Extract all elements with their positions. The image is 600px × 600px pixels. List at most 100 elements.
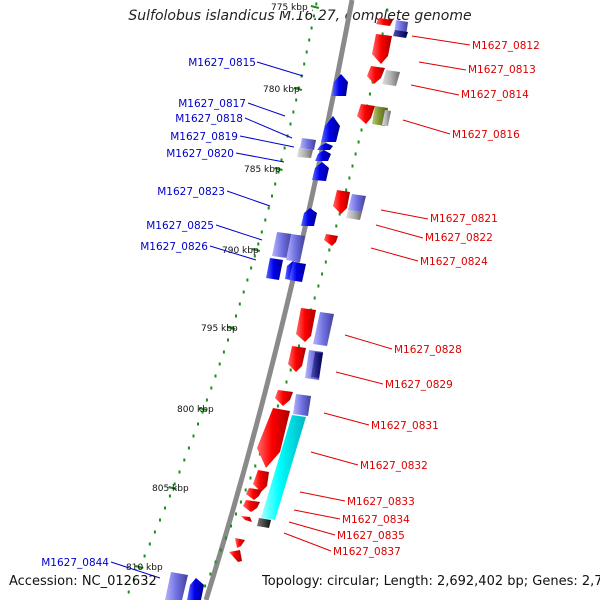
gene-arrow-0812-c[interactable] — [376, 18, 393, 26]
gene-arrow-0813-a[interactable] — [367, 66, 385, 84]
kbp-ticks — [135, 5, 320, 569]
gene-box-0826-c[interactable] — [289, 262, 306, 282]
gene-label-0823[interactable]: M1627_0823 — [157, 186, 225, 198]
gene-arrow-0834-b[interactable] — [243, 500, 260, 512]
gene-label-0822[interactable]: M1627_0822 — [425, 232, 493, 244]
tick-label-785: 785 kbp — [244, 165, 281, 175]
gene-arrow-0812-d[interactable] — [372, 34, 392, 64]
right-track-dot — [298, 344, 300, 348]
gene-arrow-0814-a[interactable] — [357, 104, 375, 124]
gene-arrow-0824[interactable] — [324, 234, 338, 246]
gene-label-0837[interactable]: M1627_0837 — [333, 546, 401, 558]
gene-box-0821-c[interactable] — [346, 210, 362, 220]
gene-box-0813-b[interactable] — [382, 70, 400, 86]
gene-box-0812-b[interactable] — [393, 30, 408, 38]
right-track-dot — [348, 176, 351, 180]
gene-label-0817[interactable]: M1627_0817 — [178, 98, 246, 110]
gene-arrow-0831-a[interactable] — [275, 390, 293, 406]
right-track-dot — [386, 8, 389, 12]
right-track-dot — [244, 488, 247, 492]
left-track-dot — [295, 98, 298, 102]
gene-label-0820[interactable]: M1627_0820 — [166, 148, 234, 160]
left-track-dot — [257, 242, 260, 246]
gene-arrow-0832[interactable] — [257, 408, 290, 468]
gene-label-0826[interactable]: M1627_0826 — [140, 241, 208, 253]
left-track-dot — [297, 86, 300, 90]
gene-label-0832[interactable]: M1627_0832 — [360, 460, 428, 472]
tick-label-810: 810 kbp — [126, 563, 163, 573]
gene-label-0829[interactable]: M1627_0829 — [385, 379, 453, 391]
left-track-dot — [280, 158, 283, 162]
gene-arrow-0829-a[interactable] — [288, 346, 306, 372]
gene-label-0834[interactable]: M1627_0834 — [342, 514, 410, 526]
gene-box-0816[interactable] — [382, 110, 391, 126]
gene-label-0828[interactable]: M1627_0828 — [394, 344, 462, 356]
left-track-dot — [264, 218, 267, 222]
gene-label-0819[interactable]: M1627_0819 — [170, 131, 238, 143]
right-track-dot — [321, 272, 324, 276]
gene-arrow-0835[interactable] — [241, 516, 252, 522]
gene-label-0835[interactable]: M1627_0835 — [337, 530, 405, 542]
left-track-dot — [305, 50, 308, 54]
right-track-dot — [368, 92, 371, 96]
tick-label-795: 795 kbp — [201, 324, 238, 334]
gene-label-0833[interactable]: M1627_0833 — [347, 496, 415, 508]
gene-arrow-0823[interactable] — [301, 208, 317, 226]
gene-label-0831[interactable]: M1627_0831 — [371, 420, 439, 432]
accession-text: Accession: NC_012632 — [9, 574, 157, 589]
gene-label-0844[interactable]: M1627_0844 — [41, 557, 109, 569]
gene-label-0818[interactable]: M1627_0818 — [175, 113, 243, 125]
forward-strand-features — [229, 18, 408, 562]
gene-box-0829-c[interactable] — [311, 352, 323, 378]
right-track-dot — [354, 152, 357, 156]
left-track-dot — [267, 206, 270, 210]
gene-label-0813[interactable]: M1627_0813 — [468, 64, 536, 76]
left-track-dot — [210, 386, 213, 390]
gene-box-0828-b[interactable] — [313, 312, 334, 346]
gene-label-0824[interactable]: M1627_0824 — [420, 256, 488, 268]
left-track-dot — [183, 458, 186, 462]
right-track-dot — [324, 260, 327, 264]
gene-arrow-0815[interactable] — [332, 74, 348, 96]
left-track-dot — [127, 590, 130, 594]
gene-arrow-0834-a[interactable] — [246, 488, 262, 500]
tick-label-775: 775 kbp — [271, 3, 308, 13]
gene-arrow-0833-a[interactable] — [253, 470, 269, 492]
left-track-dot — [187, 446, 190, 450]
left-track-dot — [222, 350, 225, 354]
gene-box-0835-b[interactable] — [257, 518, 271, 528]
gene-box-0821-b[interactable] — [348, 194, 366, 212]
gene-label-0814[interactable]: M1627_0814 — [461, 89, 529, 101]
tick-label-790: 790 kbp — [222, 246, 259, 256]
gene-arrow-0817[interactable] — [321, 116, 340, 142]
left-track-dot — [271, 194, 273, 198]
gene-box-0825-a[interactable] — [272, 232, 292, 258]
gene-box-0831-b[interactable] — [293, 394, 311, 416]
gene-box-0820-a[interactable] — [297, 148, 313, 158]
tick-labels: 775 kbp 780 kbp 785 kbp 790 kbp 795 kbp … — [126, 3, 308, 573]
gene-arrow-0828-a[interactable] — [296, 308, 316, 342]
right-leader-lines — [283, 35, 471, 552]
gene-label-0821[interactable]: M1627_0821 — [430, 213, 498, 225]
gene-label-0812[interactable]: M1627_0812 — [472, 40, 540, 52]
gene-label-0815[interactable]: M1627_0815 — [188, 57, 256, 69]
gene-box-0825-b[interactable] — [286, 234, 305, 262]
kbp-tick-1 — [293, 87, 303, 91]
reverse-strand-features — [165, 74, 348, 600]
gene-label-0816[interactable]: M1627_0816 — [452, 129, 520, 141]
gene-arrow-0821-a[interactable] — [333, 190, 350, 214]
gene-arrow-0820-b[interactable] — [315, 150, 331, 161]
kbp-tick-4 — [227, 326, 236, 330]
gene-arrow-0844-b[interactable] — [187, 578, 204, 600]
gene-arrow-0818[interactable] — [317, 143, 333, 150]
gene-box-0833-cyan[interactable] — [261, 415, 306, 520]
gene-arrow-0820-c[interactable] — [312, 162, 329, 181]
gene-box-0844-a[interactable] — [165, 572, 188, 600]
gene-box-0826-a[interactable] — [266, 258, 283, 280]
left-track-dot — [173, 482, 176, 486]
gene-arrow-0837-a[interactable] — [235, 538, 245, 548]
gene-arrow-0837-b[interactable] — [229, 550, 242, 562]
gene-box-0819[interactable] — [300, 138, 316, 150]
gene-label-0825[interactable]: M1627_0825 — [146, 220, 214, 232]
